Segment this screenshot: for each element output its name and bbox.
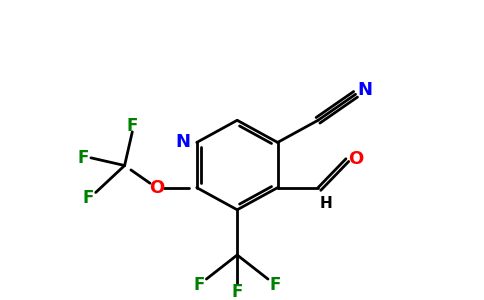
Text: O: O	[348, 150, 363, 168]
Text: F: F	[77, 149, 89, 167]
Text: N: N	[358, 82, 373, 100]
Text: N: N	[176, 134, 191, 152]
Text: H: H	[319, 196, 332, 211]
Text: F: F	[193, 276, 204, 294]
Text: F: F	[127, 117, 138, 135]
Text: F: F	[231, 283, 243, 300]
Text: O: O	[149, 178, 164, 196]
Text: F: F	[270, 276, 281, 294]
Text: F: F	[82, 189, 94, 207]
